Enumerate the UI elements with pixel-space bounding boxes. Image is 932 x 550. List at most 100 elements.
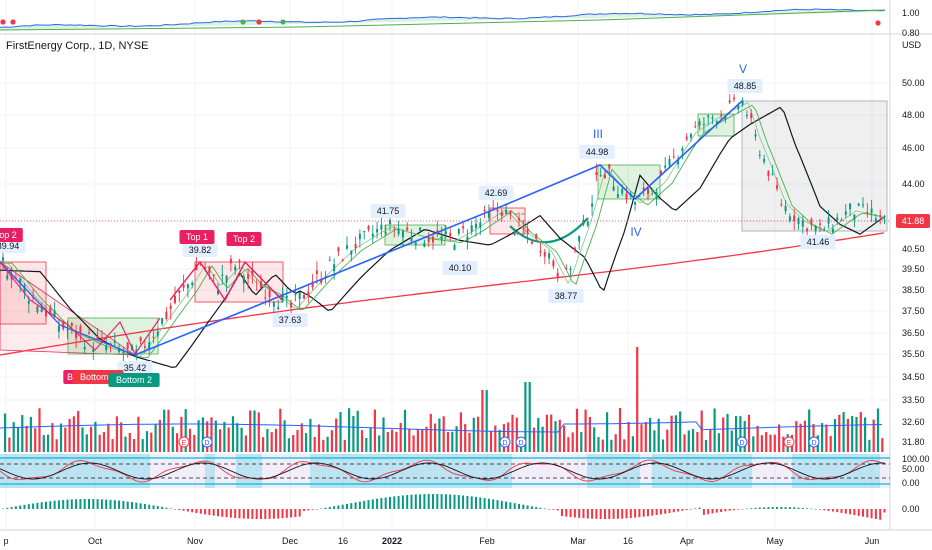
pattern-label-top1: Top 1 xyxy=(186,232,208,242)
candle-body xyxy=(367,226,370,230)
candle-body xyxy=(776,185,778,189)
volume-bar xyxy=(864,417,867,452)
candle-body xyxy=(135,349,138,358)
candle-body xyxy=(556,272,559,279)
macd-bar xyxy=(109,499,112,509)
candle-body xyxy=(591,203,594,207)
pivot-label: 41.46 xyxy=(807,237,830,247)
macd-bar xyxy=(234,509,237,518)
macd-bar xyxy=(604,509,606,519)
candle-body xyxy=(849,203,852,210)
candle-body xyxy=(57,325,60,332)
time-tick: May xyxy=(766,536,784,546)
macd-bar xyxy=(539,507,542,509)
candle-body xyxy=(242,276,245,284)
candle-body xyxy=(238,260,241,262)
macd-bar xyxy=(733,509,735,511)
candle-body xyxy=(36,306,39,313)
macd-bar xyxy=(436,494,439,509)
volume-bar xyxy=(773,434,776,452)
volume-bar xyxy=(438,418,441,452)
macd-bar xyxy=(143,503,146,509)
candle-body xyxy=(432,236,434,243)
elliott-wave-line xyxy=(134,100,743,356)
macd-bar xyxy=(659,509,662,515)
macd-bar xyxy=(53,500,56,509)
volume-bar xyxy=(515,417,518,452)
pivot-label: 40.10 xyxy=(449,263,472,273)
top-tick: 0.80 xyxy=(902,28,920,38)
candle-body xyxy=(49,306,52,313)
macd-bar xyxy=(526,505,529,509)
macd-bar xyxy=(427,494,430,509)
candle-body xyxy=(470,225,473,232)
candle-body xyxy=(83,347,86,350)
volume-bar xyxy=(421,429,424,452)
stoch-d xyxy=(0,462,886,480)
macd-bar xyxy=(268,509,271,519)
candle-body xyxy=(479,222,482,228)
volume-bar xyxy=(649,417,652,452)
macd-bar xyxy=(281,509,284,519)
volume-bar xyxy=(597,437,600,452)
volume-bar xyxy=(386,432,389,452)
candle-body xyxy=(582,219,585,225)
macd-bar xyxy=(586,509,589,519)
volume-bar xyxy=(64,427,67,452)
volume-bar xyxy=(700,410,703,452)
stoch-tick: 0.00 xyxy=(902,478,920,488)
wave-label: V xyxy=(739,62,747,76)
time-tick: Mar xyxy=(570,536,586,546)
stoch-zone xyxy=(236,454,262,488)
volume-ma xyxy=(0,421,883,433)
macd-bar xyxy=(389,496,391,509)
volume-bar xyxy=(657,418,660,452)
stoch-zone xyxy=(205,454,215,488)
macd-bar xyxy=(788,507,791,509)
macd-bar xyxy=(320,508,323,509)
macd-bar xyxy=(827,509,830,511)
volume-bar xyxy=(524,382,527,452)
candle-body xyxy=(814,226,817,232)
candle-body xyxy=(217,290,219,295)
volume-bar xyxy=(128,432,131,452)
candle-body xyxy=(410,236,413,242)
macd-bar xyxy=(255,509,258,519)
pivot-label-bg xyxy=(182,243,218,257)
macd-bar xyxy=(419,494,422,509)
volume-bar xyxy=(726,413,729,452)
macd-bar xyxy=(702,509,705,515)
candle-body xyxy=(406,227,409,231)
volume-bar xyxy=(42,435,45,452)
volume-bar xyxy=(532,427,536,452)
macd-bar xyxy=(616,509,619,519)
signal-dot xyxy=(280,19,286,25)
pivot-label: 38.77 xyxy=(555,291,578,301)
candle-body xyxy=(664,165,667,168)
volume-bar xyxy=(373,409,376,452)
volume-bar xyxy=(829,436,832,452)
event-marker: E xyxy=(787,440,792,447)
candle-body xyxy=(423,242,426,247)
macd-bar xyxy=(204,509,207,515)
volume-bar xyxy=(545,414,548,452)
candle-body xyxy=(303,295,305,299)
volume-bar xyxy=(799,423,802,452)
macd-bar xyxy=(849,509,852,515)
macd-bar xyxy=(40,502,43,509)
candle-body xyxy=(277,307,280,310)
volume-bar xyxy=(369,428,372,452)
volume-bar xyxy=(94,421,97,452)
macd-bar xyxy=(165,507,168,509)
pivot-label: 37.63 xyxy=(279,315,302,325)
volume-bar xyxy=(214,420,217,452)
volume-bar xyxy=(446,432,450,452)
macd-bar xyxy=(535,507,538,509)
event-marker: D xyxy=(739,440,744,447)
volume-bar xyxy=(77,411,80,452)
signal-dot xyxy=(10,19,16,25)
macd-bar xyxy=(96,499,99,509)
double-bottom-zigzag xyxy=(0,261,161,356)
macd-bar xyxy=(333,506,336,509)
